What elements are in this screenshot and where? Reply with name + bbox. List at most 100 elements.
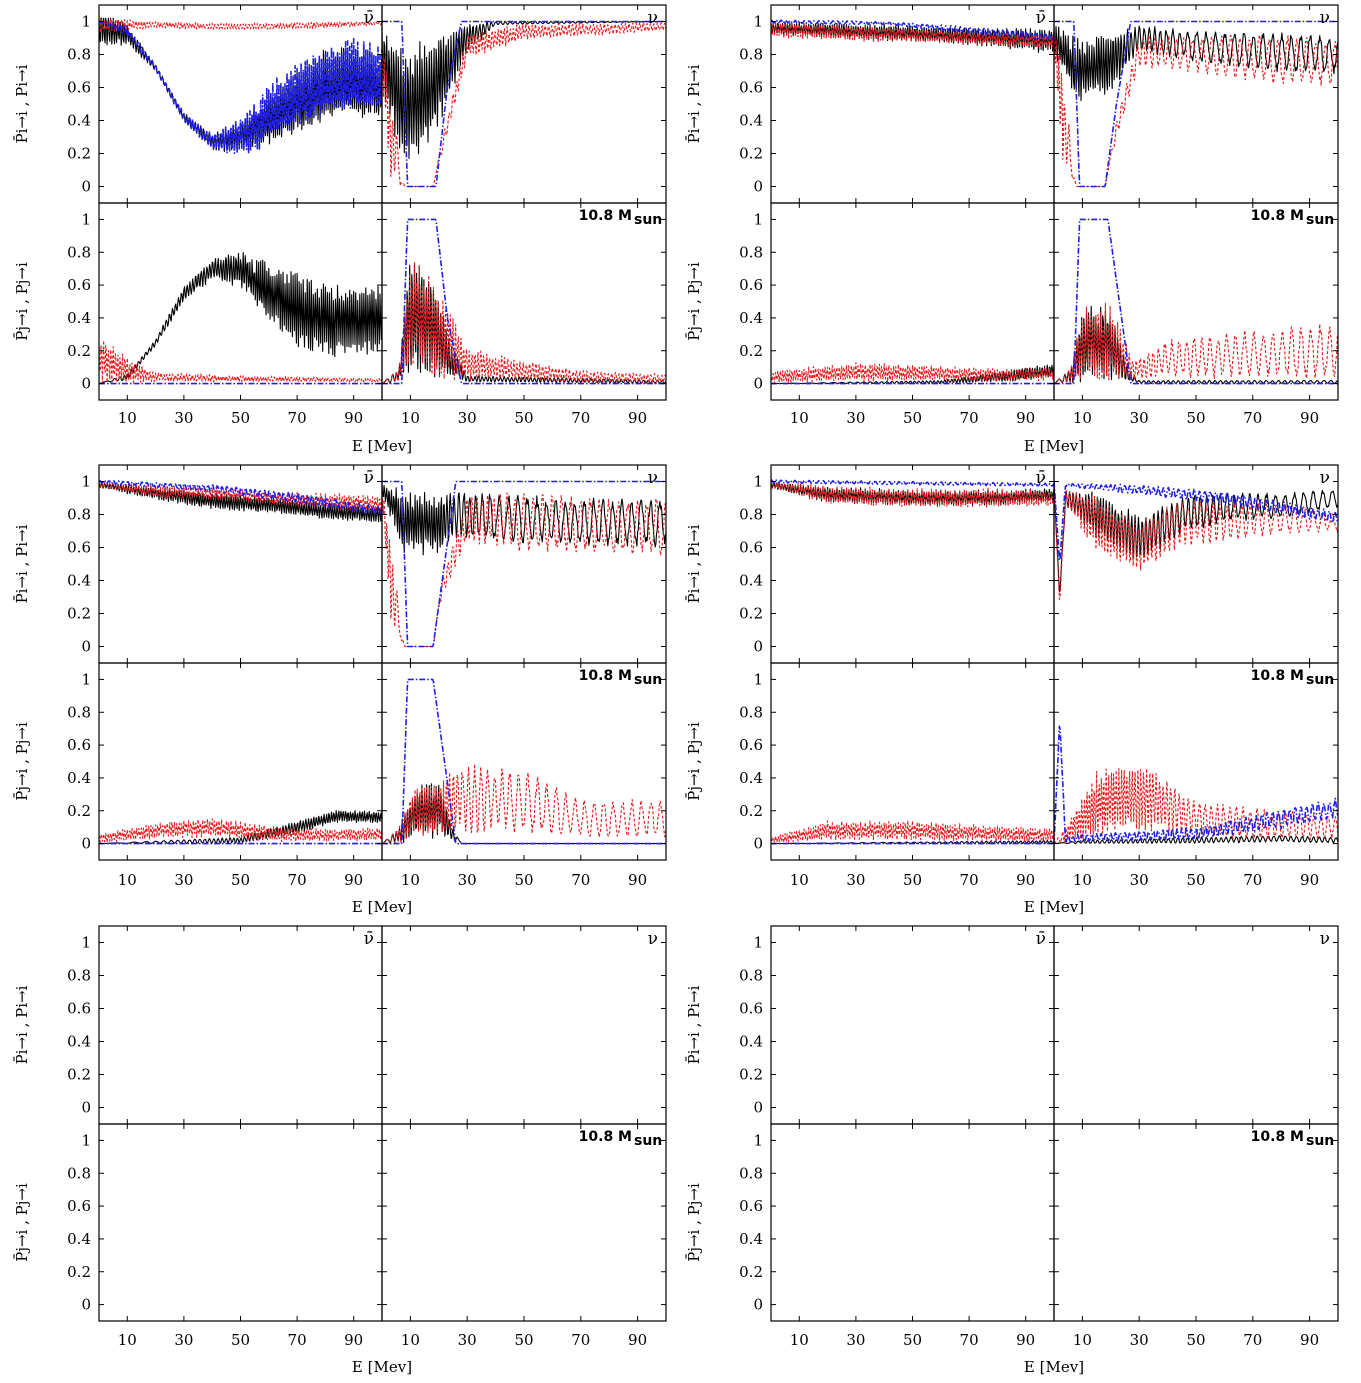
x-tick-label: 10 [1073, 871, 1092, 889]
y-tick-label: 0.6 [739, 79, 763, 97]
y-tick-label: 0.2 [739, 802, 763, 820]
series-line-red [99, 18, 382, 34]
y-tick-label: 0.8 [739, 46, 763, 64]
mass-label: 10.8 M [579, 208, 632, 224]
y-tick-label: 0.2 [67, 1066, 91, 1084]
series-group [771, 941, 1054, 973]
mass-label: 10.8 M [1251, 1129, 1304, 1145]
series-line-blue [99, 943, 382, 1075]
mass-label-subscript: sun [634, 1133, 662, 1149]
x-tick-label: 30 [458, 871, 477, 889]
chart-panel-row1-left: 0 0.2 0.4 0.6 0.8 1 ν̄ [67, 4, 383, 204]
x-tick-label: 50 [231, 1331, 250, 1349]
y-tick-label: 0.6 [67, 276, 91, 294]
series-line-blue [382, 218, 666, 385]
y-tick-label: 0 [753, 1296, 763, 1314]
series-line-black [99, 252, 382, 385]
series-line-red [771, 1284, 1054, 1305]
mass-label-subscript: sun [1306, 1133, 1334, 1149]
x-tick-label: 70 [571, 1331, 590, 1349]
series-line-red [1054, 1224, 1338, 1304]
x-tick-label: 10 [1073, 409, 1092, 427]
x-tick-label: 30 [1130, 1331, 1149, 1349]
y-tick-label: 0 [81, 1099, 91, 1117]
x-axis-title: E [Mev] [1024, 1358, 1084, 1376]
series-line-black [1054, 1227, 1338, 1304]
series-group [1054, 20, 1338, 188]
antineutrino-label: ν̄ [364, 929, 374, 949]
chart-panel-row3-left: 0 0.2 0.4 0.6 0.8 1 ν̄ [739, 4, 1055, 204]
y-tick-label: 0.4 [739, 572, 763, 590]
x-tick-label: 50 [514, 1331, 533, 1349]
x-tick-label: 30 [846, 409, 865, 427]
x-tick-label: 70 [288, 1331, 307, 1349]
x-tick-label: 30 [846, 871, 865, 889]
y-tick-label: 0.4 [739, 1033, 763, 1051]
y-tick-label: 0.6 [739, 1000, 763, 1018]
antineutrino-label: ν̄ [1036, 468, 1046, 488]
x-tick-label: 90 [1016, 409, 1035, 427]
y-tick-label: 1 [753, 473, 763, 491]
panel-frame [1053, 925, 1339, 1125]
y-tick-label: 1 [753, 934, 763, 952]
series-group [771, 362, 1054, 385]
mass-label: 10.8 M [1251, 208, 1304, 224]
x-tick-label: 30 [174, 871, 193, 889]
chart-panel-row1-left: 0 0.2 0.4 0.6 0.8 1 ν̄ [67, 925, 383, 1125]
x-tick-label: 50 [231, 409, 250, 427]
y-tick-label: 0.2 [67, 1263, 91, 1281]
y-tick-label: 0.6 [739, 539, 763, 557]
mass-label: 10.8 M [1251, 668, 1304, 684]
series-group [771, 1284, 1054, 1305]
series-group [771, 820, 1054, 845]
y-axis-title-survival: P̄i→i , Pi→i [13, 524, 31, 603]
x-axis-title: E [Mev] [352, 437, 412, 455]
x-tick-label: 10 [401, 1331, 420, 1349]
series-group [771, 19, 1054, 53]
chart-panel-row3-right: ν [1053, 925, 1339, 1125]
y-tick-label: 1 [753, 13, 763, 31]
y-tick-label: 0.4 [739, 769, 763, 787]
y-tick-label: 0.2 [739, 342, 763, 360]
y-tick-label: 0 [81, 178, 91, 196]
y-tick-label: 1 [81, 473, 91, 491]
panel-frame [1053, 1123, 1339, 1322]
y-tick-label: 0.2 [67, 605, 91, 623]
x-tick-label: 10 [401, 871, 420, 889]
series-line-red [382, 943, 666, 1107]
antineutrino-label: ν̄ [364, 8, 374, 28]
x-tick-label: 10 [790, 409, 809, 427]
x-tick-label: 10 [790, 1331, 809, 1349]
x-tick-label: 50 [1186, 1331, 1205, 1349]
y-axis-title-appearance: P̄j→i , Pj→i [685, 722, 703, 801]
y-tick-label: 0.4 [739, 1230, 763, 1248]
x-tick-label: 70 [288, 871, 307, 889]
series-line-black [382, 484, 666, 556]
x-tick-label: 90 [628, 871, 647, 889]
x-tick-label: 70 [1243, 1331, 1262, 1349]
series-line-black [771, 943, 1054, 974]
x-tick-label: 30 [174, 1331, 193, 1349]
series-line-red [382, 763, 666, 845]
series-line-red [771, 943, 1054, 969]
x-axis-title: E [Mev] [352, 1358, 412, 1376]
series-line-black [99, 1174, 382, 1305]
y-tick-label: 0 [753, 1099, 763, 1117]
panel-frame [98, 1123, 383, 1322]
series-line-red [1054, 302, 1338, 385]
series-line-blue [1054, 20, 1338, 188]
y-tick-label: 0.8 [67, 46, 91, 64]
antineutrino-label: ν̄ [364, 468, 374, 488]
x-tick-label: 10 [401, 409, 420, 427]
series-line-red [771, 21, 1054, 49]
y-tick-label: 0.8 [739, 967, 763, 985]
x-tick-label: 90 [1300, 1331, 1319, 1349]
chart-panel-row1-right: ν [381, 4, 667, 204]
series-line-red [1054, 26, 1338, 188]
y-tick-label: 0.6 [67, 79, 91, 97]
panel-frame [770, 925, 1055, 1125]
x-tick-label: 90 [1016, 871, 1035, 889]
series-line-red [99, 940, 382, 954]
